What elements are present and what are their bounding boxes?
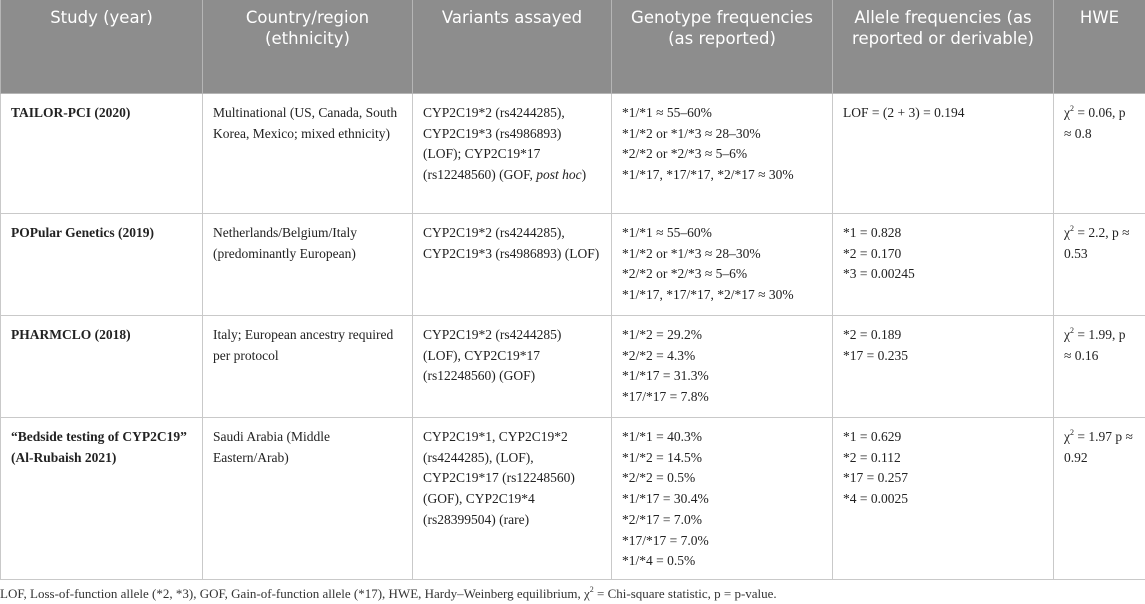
cell-genotypes: *1/*1 ≈ 55–60% *1/*2 or *1/*3 ≈ 28–30% *2/… <box>611 213 833 316</box>
hwe-value: = 1.97 p ≈ 0.92 <box>1064 429 1133 465</box>
cell-study: PHARMCLO (2018) <box>0 315 203 418</box>
genotype-line: *2/*17 = 7.0% <box>622 511 702 527</box>
cell-study: TAILOR-PCI (2020) <box>0 93 203 214</box>
variants-italic: post hoc <box>536 167 582 183</box>
cell-genotypes: *1/*1 ≈ 55–60% *1/*2 or *1/*3 ≈ 28–30% *2/… <box>611 93 833 214</box>
hwe-value: = 0.06, p ≈ 0.8 <box>1064 105 1126 141</box>
cell-variants: CYP2C19*2 (rs4244285), CYP2C19*3 (rs4986… <box>412 213 612 316</box>
header-alleles: Allele frequencies (as reported or deriv… <box>832 0 1054 94</box>
allele-line: *2 = 0.112 <box>843 449 901 465</box>
genotype-line: *1/*1 ≈ 55–60% <box>622 105 712 120</box>
hwe-chi: χ <box>1064 429 1070 444</box>
allele-line: *1 = 0.828 <box>843 225 902 240</box>
hwe-chi: χ <box>1064 327 1070 342</box>
genotype-line: *2/*2 = 4.3% <box>622 347 696 363</box>
cell-hwe: χ2 = 1.97 p ≈ 0.92 <box>1053 417 1145 580</box>
allele-line: LOF = (2 + 3) = 0.194 <box>843 105 965 120</box>
variants-text: CYP2C19*2 (rs4244285) (LOF), CYP2C19*17 … <box>423 327 562 384</box>
genotype-line: *1/*17 = 31.3% <box>622 368 709 384</box>
table-row: PHARMCLO (2018) Italy; European ancestry … <box>0 315 1145 418</box>
genotype-line: *17/*17 = 7.8% <box>622 389 709 405</box>
genotype-line: *17/*17 = 7.0% <box>622 532 709 548</box>
table-header-row: Study (year) Country/region (ethnicity) … <box>0 0 1145 94</box>
header-study: Study (year) <box>0 0 203 94</box>
cell-genotypes: *1/*1 = 40.3% *1/*2 = 14.5% *2/*2 = 0.5% *1… <box>611 417 833 580</box>
footnote-superscript: 2 <box>589 585 594 594</box>
cell-hwe: χ2 = 1.99, p ≈ 0.16 <box>1053 315 1145 418</box>
genotype-line: *2/*2 or *2/*3 ≈ 5–6% <box>622 266 748 282</box>
hwe-chi: χ <box>1064 105 1070 120</box>
hwe-sup: 2 <box>1070 326 1074 335</box>
genotype-study-table: Study (year) Country/region (ethnicity) … <box>0 0 1145 580</box>
footnote-text-end: = Chi-square statistic, p = p-value. <box>593 586 777 601</box>
hwe-value: = 2.2, p ≈ 0.53 <box>1064 225 1130 261</box>
genotype-line: *1/*2 = 29.2% <box>622 327 702 342</box>
genotype-line: *1/*1 ≈ 55–60% <box>622 225 712 240</box>
cell-genotypes: *1/*2 = 29.2% *2/*2 = 4.3% *1/*17 = 31.3% *… <box>611 315 833 418</box>
table-row: “Bedside testing of CYP2C19” (Al-Rubaish… <box>0 417 1145 580</box>
cell-alleles: *2 = 0.189 *17 = 0.235 <box>832 315 1054 418</box>
table-row: POPular Genetics (2019) Netherlands/Belgi… <box>0 213 1145 316</box>
cell-alleles: *1 = 0.629 *2 = 0.112 *17 = 0.257 *4 = 0.00… <box>832 417 1054 580</box>
allele-line: *1 = 0.629 <box>843 429 902 444</box>
variants-text: CYP2C19*1, CYP2C19*2 (rs4244285), (LOF),… <box>423 429 575 527</box>
cell-hwe: χ2 = 0.06, p ≈ 0.8 <box>1053 93 1145 214</box>
allele-line: *2 = 0.170 <box>843 245 902 261</box>
header-country: Country/region (ethnicity) <box>202 0 413 94</box>
allele-line: *2 = 0.189 <box>843 327 902 342</box>
hwe-sup: 2 <box>1070 224 1074 233</box>
header-hwe: HWE <box>1053 0 1145 94</box>
genotype-line: *1/*1 = 40.3% <box>622 429 702 444</box>
genotype-line: *1/*17, *17/*17, *2/*17 ≈ 30% <box>622 167 794 183</box>
cell-variants: CYP2C19*2 (rs4244285), CYP2C19*3 (rs4986… <box>412 93 612 214</box>
cell-country: Netherlands/Belgium/Italy (predominantly… <box>202 213 413 316</box>
cell-study: POPular Genetics (2019) <box>0 213 203 316</box>
hwe-sup: 2 <box>1070 428 1074 437</box>
table-footnote: LOF, Loss-of-function allele (*2, *3), G… <box>0 586 777 602</box>
genotype-line: *1/*2 or *1/*3 ≈ 28–30% <box>622 125 761 141</box>
header-variants: Variants assayed <box>412 0 612 94</box>
variants-text: CYP2C19*2 (rs4244285), CYP2C19*3 (rs4986… <box>423 225 600 261</box>
allele-line: *17 = 0.235 <box>843 347 908 363</box>
genotype-line: *1/*2 or *1/*3 ≈ 28–30% <box>622 245 761 261</box>
genotype-line: *2/*2 = 0.5% <box>622 470 696 486</box>
cell-country: Saudi Arabia (Middle Eastern/Arab) <box>202 417 413 580</box>
genotype-line: *2/*2 or *2/*3 ≈ 5–6% <box>622 146 748 162</box>
genotype-line: *1/*17, *17/*17, *2/*17 ≈ 30% <box>622 287 794 303</box>
hwe-sup: 2 <box>1070 104 1074 113</box>
footnote-text: LOF, Loss-of-function allele (*2, *3), G… <box>0 586 590 601</box>
genotype-line: *1/*17 = 30.4% <box>622 491 709 507</box>
allele-line: *4 = 0.0025 <box>843 491 908 507</box>
header-genotypes: Genotype frequencies (as reported) <box>611 0 833 94</box>
cell-variants: CYP2C19*1, CYP2C19*2 (rs4244285), (LOF),… <box>412 417 612 580</box>
hwe-chi: χ <box>1064 225 1070 240</box>
allele-line: *3 = 0.00245 <box>843 266 915 282</box>
genotype-line: *1/*2 = 14.5% <box>622 449 702 465</box>
cell-study: “Bedside testing of CYP2C19” (Al-Rubaish… <box>0 417 203 580</box>
hwe-value: = 1.99, p ≈ 0.16 <box>1064 327 1126 363</box>
allele-line: *17 = 0.257 <box>843 470 908 486</box>
cell-variants: CYP2C19*2 (rs4244285) (LOF), CYP2C19*17 … <box>412 315 612 418</box>
variants-text: CYP2C19*2 (rs4244285), CYP2C19*3 (rs4986… <box>423 105 565 183</box>
variants-tail: ) <box>581 167 587 183</box>
table-row: TAILOR-PCI (2020) Multinational (US, Cana… <box>0 93 1145 214</box>
genotype-line: *1/*4 = 0.5% <box>622 553 696 569</box>
cell-country: Multinational (US, Canada, South Korea, … <box>202 93 413 214</box>
cell-hwe: χ2 = 2.2, p ≈ 0.53 <box>1053 213 1145 316</box>
cell-alleles: LOF = (2 + 3) = 0.194 <box>832 93 1054 214</box>
cell-country: Italy; European ancestry required per pr… <box>202 315 413 418</box>
cell-alleles: *1 = 0.828 *2 = 0.170 *3 = 0.00245 <box>832 213 1054 316</box>
